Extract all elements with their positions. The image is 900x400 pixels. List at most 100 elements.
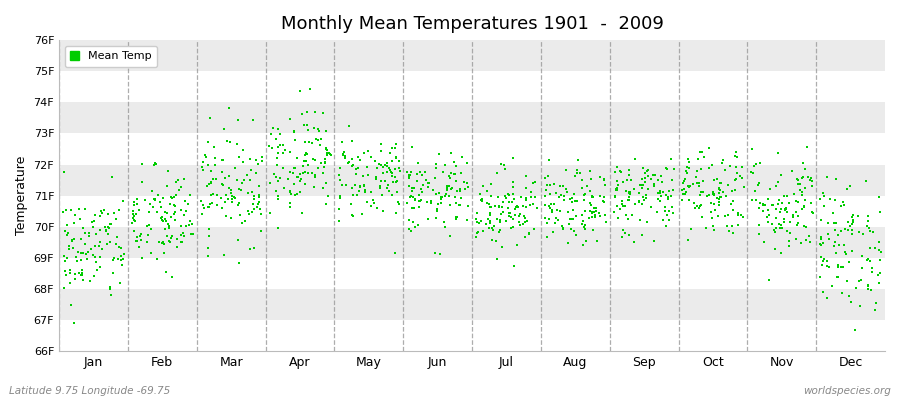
Point	[404, 228, 419, 234]
Point	[872, 246, 886, 253]
Point	[551, 217, 565, 224]
Point	[230, 177, 244, 184]
Point	[457, 186, 472, 192]
Point	[418, 177, 433, 183]
Point	[174, 184, 188, 190]
Point	[815, 240, 830, 246]
Text: worldspecies.org: worldspecies.org	[803, 386, 891, 396]
Point	[608, 169, 623, 176]
Point	[295, 111, 310, 118]
Point	[62, 279, 77, 286]
Point	[156, 239, 170, 246]
Point	[711, 213, 725, 219]
Point	[796, 192, 810, 198]
Point	[523, 202, 537, 208]
Point	[712, 199, 726, 206]
Point	[831, 232, 845, 238]
Point	[447, 171, 462, 178]
Point	[634, 176, 649, 182]
Point	[676, 180, 690, 186]
Point	[805, 182, 819, 189]
Point	[405, 185, 419, 191]
Point	[803, 239, 817, 246]
Point	[310, 165, 325, 171]
Point	[575, 212, 590, 218]
Point	[868, 245, 882, 251]
Point	[641, 172, 655, 179]
Point	[298, 181, 312, 187]
Bar	[59, 102, 885, 134]
Point	[633, 182, 647, 189]
Point	[706, 192, 721, 199]
Point	[569, 231, 583, 238]
Point	[560, 189, 574, 195]
Point	[791, 180, 806, 187]
Point	[820, 174, 834, 180]
Point	[524, 189, 538, 196]
Point	[58, 258, 73, 264]
Point	[86, 252, 100, 258]
Point	[284, 191, 299, 197]
Point	[774, 206, 788, 212]
Point	[615, 201, 629, 208]
Point	[801, 174, 815, 180]
Point	[542, 157, 556, 164]
Point	[402, 183, 417, 189]
Point	[565, 194, 580, 201]
Point	[167, 217, 182, 223]
Point	[654, 192, 669, 199]
Point	[501, 210, 516, 216]
Point	[586, 194, 600, 200]
Point	[597, 194, 611, 200]
Point	[621, 216, 635, 222]
Point	[295, 210, 310, 216]
Point	[518, 219, 533, 226]
Point	[230, 140, 244, 147]
Point	[66, 245, 80, 252]
Point	[476, 228, 491, 234]
Point	[641, 167, 655, 174]
Point	[710, 195, 724, 201]
Point	[569, 212, 583, 219]
Point	[781, 238, 796, 244]
Point	[277, 146, 292, 153]
Point	[157, 250, 171, 256]
Point	[731, 212, 745, 218]
Point	[133, 233, 148, 239]
Point	[348, 171, 363, 177]
Point	[338, 155, 353, 162]
Point	[578, 190, 592, 197]
Point	[412, 191, 427, 198]
Point	[636, 193, 651, 200]
Point	[694, 165, 708, 172]
Point	[778, 205, 793, 212]
Point	[681, 196, 696, 203]
Point	[565, 199, 580, 206]
Point	[207, 144, 221, 150]
Point	[347, 182, 362, 188]
Point	[552, 194, 566, 200]
Point	[795, 189, 809, 195]
Point	[443, 202, 457, 208]
Point	[830, 274, 844, 281]
Point	[469, 216, 483, 222]
Point	[511, 219, 526, 226]
Point	[716, 160, 730, 166]
Point	[503, 214, 517, 220]
Point	[616, 179, 630, 186]
Point	[496, 209, 510, 215]
Point	[271, 126, 285, 132]
Point	[151, 239, 166, 246]
Point	[735, 164, 750, 170]
Point	[429, 215, 444, 222]
Point	[380, 169, 394, 176]
Point	[598, 182, 612, 188]
Point	[204, 178, 219, 185]
Point	[270, 225, 284, 232]
Point	[104, 292, 118, 298]
Point	[724, 223, 739, 230]
Point	[583, 168, 598, 174]
Point	[660, 166, 674, 172]
Point	[68, 271, 82, 277]
Point	[57, 252, 71, 259]
